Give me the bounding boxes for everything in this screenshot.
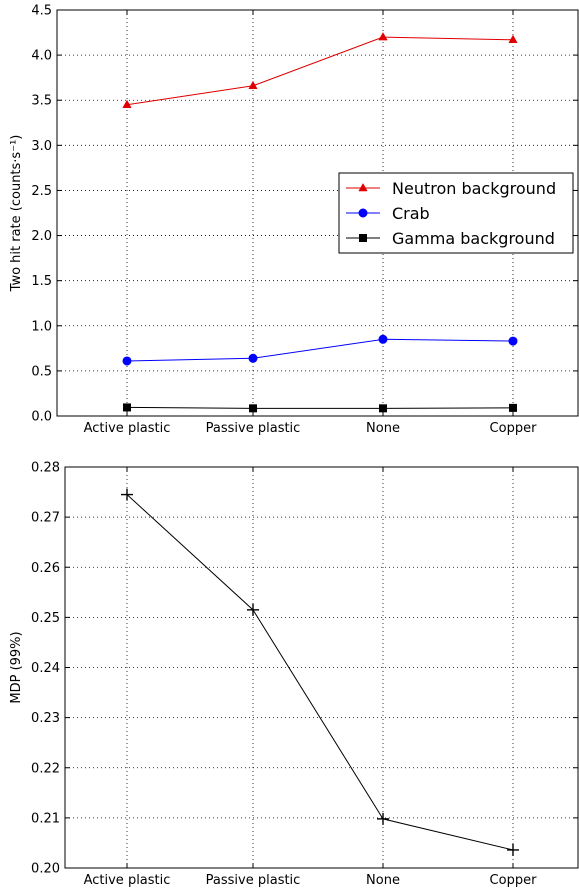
mdp-chart-y-tick-label: 0.27 — [31, 511, 60, 526]
rate-chart-grid — [57, 10, 578, 416]
legend-marker — [359, 234, 367, 242]
rate-chart-data-point — [122, 99, 132, 108]
mdp-chart-y-tick-label: 0.22 — [31, 761, 60, 776]
rate-chart: 0.0 0.5 1.0 1.5 2.0 2.5 3.0 3.5 4.0 4.5 Active pla… — [9, 4, 579, 436]
mdp-chart-data-point — [377, 812, 389, 825]
mdp-chart-x-tick-label: None — [366, 873, 400, 888]
legend-label: Gamma background — [392, 229, 555, 248]
rate-chart-data-point — [379, 404, 387, 413]
mdp-chart-data-point — [247, 603, 259, 616]
rate-chart-y-tick-label: 4.5 — [31, 4, 52, 19]
rate-chart-data-point — [248, 353, 258, 363]
rate-chart-y-tick-label: 4.0 — [31, 49, 52, 64]
legend-marker — [358, 182, 368, 192]
rate-chart-data-point — [378, 32, 388, 41]
rate-chart-x-tick-label: Active plastic — [84, 421, 171, 436]
mdp-chart-series — [121, 488, 519, 856]
rate-chart-series-line — [126, 406, 514, 409]
rate-chart-y-tick-label: 3.5 — [31, 94, 52, 109]
mdp-chart-y-tick-label: 0.24 — [31, 661, 60, 676]
legend-box — [338, 172, 574, 254]
mdp-chart-y-tick-label: 0.21 — [31, 811, 60, 826]
rate-chart-data-point — [248, 80, 258, 90]
rate-chart-data-point — [123, 403, 131, 412]
mdp-chart-frame — [64, 466, 579, 869]
mdp-chart-y-tick-label: 0.20 — [31, 862, 60, 877]
rate-chart-data-point — [508, 34, 518, 44]
legend-label: Crab — [392, 204, 430, 223]
rate-chart-y-tick-label: 0.0 — [31, 410, 52, 425]
legend-marker — [358, 208, 368, 218]
mdp-chart: 0.20 0.21 0.22 0.23 0.24 0.25 0.26 0.27 0.28 Acti… — [9, 461, 579, 888]
rate-chart-data-point — [508, 336, 518, 346]
rate-chart-y-axis-label: Two hit rate (counts·s⁻¹) — [9, 135, 24, 293]
mdp-chart-y-axis-label: MDP (99%) — [9, 631, 24, 703]
mdp-chart-data-point — [507, 843, 519, 856]
rate-chart-series-line — [126, 36, 514, 106]
mdp-chart-series-line — [126, 494, 514, 851]
mdp-chart-y-tick-label: 0.26 — [31, 561, 60, 576]
mdp-chart-x-tick-label: Copper — [490, 873, 538, 888]
rate-chart-ticks: 0.0 0.5 1.0 1.5 2.0 2.5 3.0 3.5 4.0 4.5 Active pla… — [31, 4, 578, 436]
rate-chart-x-tick-label: Copper — [490, 421, 538, 436]
rate-chart-y-tick-label: 3.0 — [31, 139, 52, 154]
rate-chart-x-tick-label: Passive plastic — [206, 421, 301, 436]
mdp-chart-y-tick-label: 0.28 — [31, 461, 60, 476]
mdp-chart-ticks: 0.20 0.21 0.22 0.23 0.24 0.25 0.26 0.27 0.28 Acti… — [31, 461, 578, 888]
rate-chart-y-tick-label: 2.0 — [31, 229, 52, 244]
rate-chart-data-point — [509, 403, 517, 412]
rate-chart-y-tick-label: 0.5 — [31, 364, 52, 379]
rate-chart-series-line — [126, 338, 514, 362]
mdp-chart-x-tick-label: Active plastic — [84, 873, 171, 888]
legend-label: Neutron background — [392, 179, 556, 198]
rate-chart-y-tick-label: 1.0 — [31, 319, 52, 334]
rate-chart-frame — [56, 9, 579, 417]
mdp-chart-y-tick-label: 0.23 — [31, 711, 60, 726]
mdp-chart-x-tick-label: Passive plastic — [206, 873, 301, 888]
rate-chart-series — [122, 32, 518, 413]
rate-chart-legend: Neutron background Crab Gamma background — [338, 172, 574, 254]
rate-chart-y-tick-label: 2.5 — [31, 184, 52, 199]
mdp-chart-data-point — [121, 488, 133, 501]
rate-chart-data-point — [249, 404, 257, 413]
mdp-chart-grid — [65, 467, 578, 868]
rate-chart-y-tick-label: 1.5 — [31, 274, 52, 289]
rate-chart-x-tick-label: None — [366, 421, 400, 436]
rate-chart-data-point — [378, 334, 388, 344]
mdp-chart-y-tick-label: 0.25 — [31, 611, 60, 626]
rate-chart-data-point — [122, 356, 132, 366]
